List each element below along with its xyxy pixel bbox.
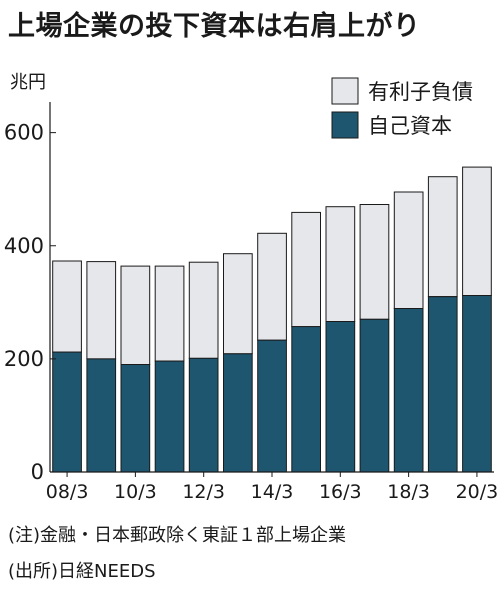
- bar-debt-17/3: [359, 204, 390, 320]
- bar-equity-18/3: [393, 308, 424, 473]
- legend-label-equity: 自己資本: [368, 114, 452, 138]
- bars: [52, 166, 492, 473]
- bar-debt-11/3: [154, 265, 185, 362]
- bar-debt-13/3: [223, 253, 253, 355]
- axes: 兆円 0 200 400 600 08/3 10/3 12/3 14/3 16/3 18/3 20/3: [4, 72, 498, 503]
- bar-debt-10/3: [120, 265, 151, 366]
- bar-equity-11/3: [154, 360, 185, 473]
- x-tick-label-20/3: 20/3: [456, 481, 499, 503]
- bar-equity-10/3: [120, 364, 151, 473]
- bar-debt-20/3: [462, 166, 492, 296]
- note-source: (出所)日経NEEDS: [8, 561, 156, 582]
- legend-swatch-equity: [331, 111, 359, 139]
- bar-debt-16/3: [325, 206, 356, 322]
- legend-label-debt: 有利子負債: [368, 80, 473, 104]
- bar-debt-15/3: [291, 211, 321, 328]
- bar-equity-13/3: [223, 353, 253, 473]
- x-tick-label-14/3: 14/3: [251, 481, 294, 503]
- bar-equity-12/3: [188, 357, 219, 473]
- footnotes: (注)金融・日本郵政除く東証１部上場企業 (出所)日経NEEDS: [8, 518, 346, 590]
- legend-swatch-debt: [331, 77, 359, 105]
- y-unit-label: 兆円: [10, 72, 46, 93]
- x-tick-label-18/3: 18/3: [387, 481, 430, 503]
- bar-debt-08/3: [52, 260, 82, 353]
- bar-debt-09/3: [86, 261, 117, 360]
- x-tick-label-08/3: 08/3: [46, 481, 89, 503]
- x-tick-label-10/3: 10/3: [114, 481, 157, 503]
- note-exclusions: (注)金融・日本郵政除く東証１部上場企業: [8, 525, 347, 546]
- y-tick-label-600: 600: [4, 121, 44, 145]
- bar-debt-12/3: [188, 261, 219, 359]
- x-tick-label-16/3: 16/3: [319, 481, 362, 503]
- chart-title: 上場企業の投下資本は右肩上がり: [8, 11, 421, 42]
- y-tick-label-200: 200: [4, 347, 44, 371]
- bar-equity-19/3: [427, 296, 458, 473]
- x-tick-label-12/3: 12/3: [182, 481, 225, 503]
- bar-equity-17/3: [359, 318, 390, 473]
- bar-equity-20/3: [462, 295, 492, 473]
- bar-equity-14/3: [257, 339, 287, 473]
- bar-equity-16/3: [325, 321, 356, 473]
- y-tick-label-0: 0: [31, 460, 44, 484]
- bar-debt-14/3: [257, 232, 287, 341]
- bar-equity-15/3: [291, 326, 321, 473]
- bar-equity-09/3: [86, 358, 117, 473]
- bar-debt-18/3: [393, 191, 424, 309]
- bar-debt-19/3: [427, 176, 458, 298]
- bar-equity-08/3: [52, 351, 82, 473]
- y-tick-label-400: 400: [4, 234, 44, 258]
